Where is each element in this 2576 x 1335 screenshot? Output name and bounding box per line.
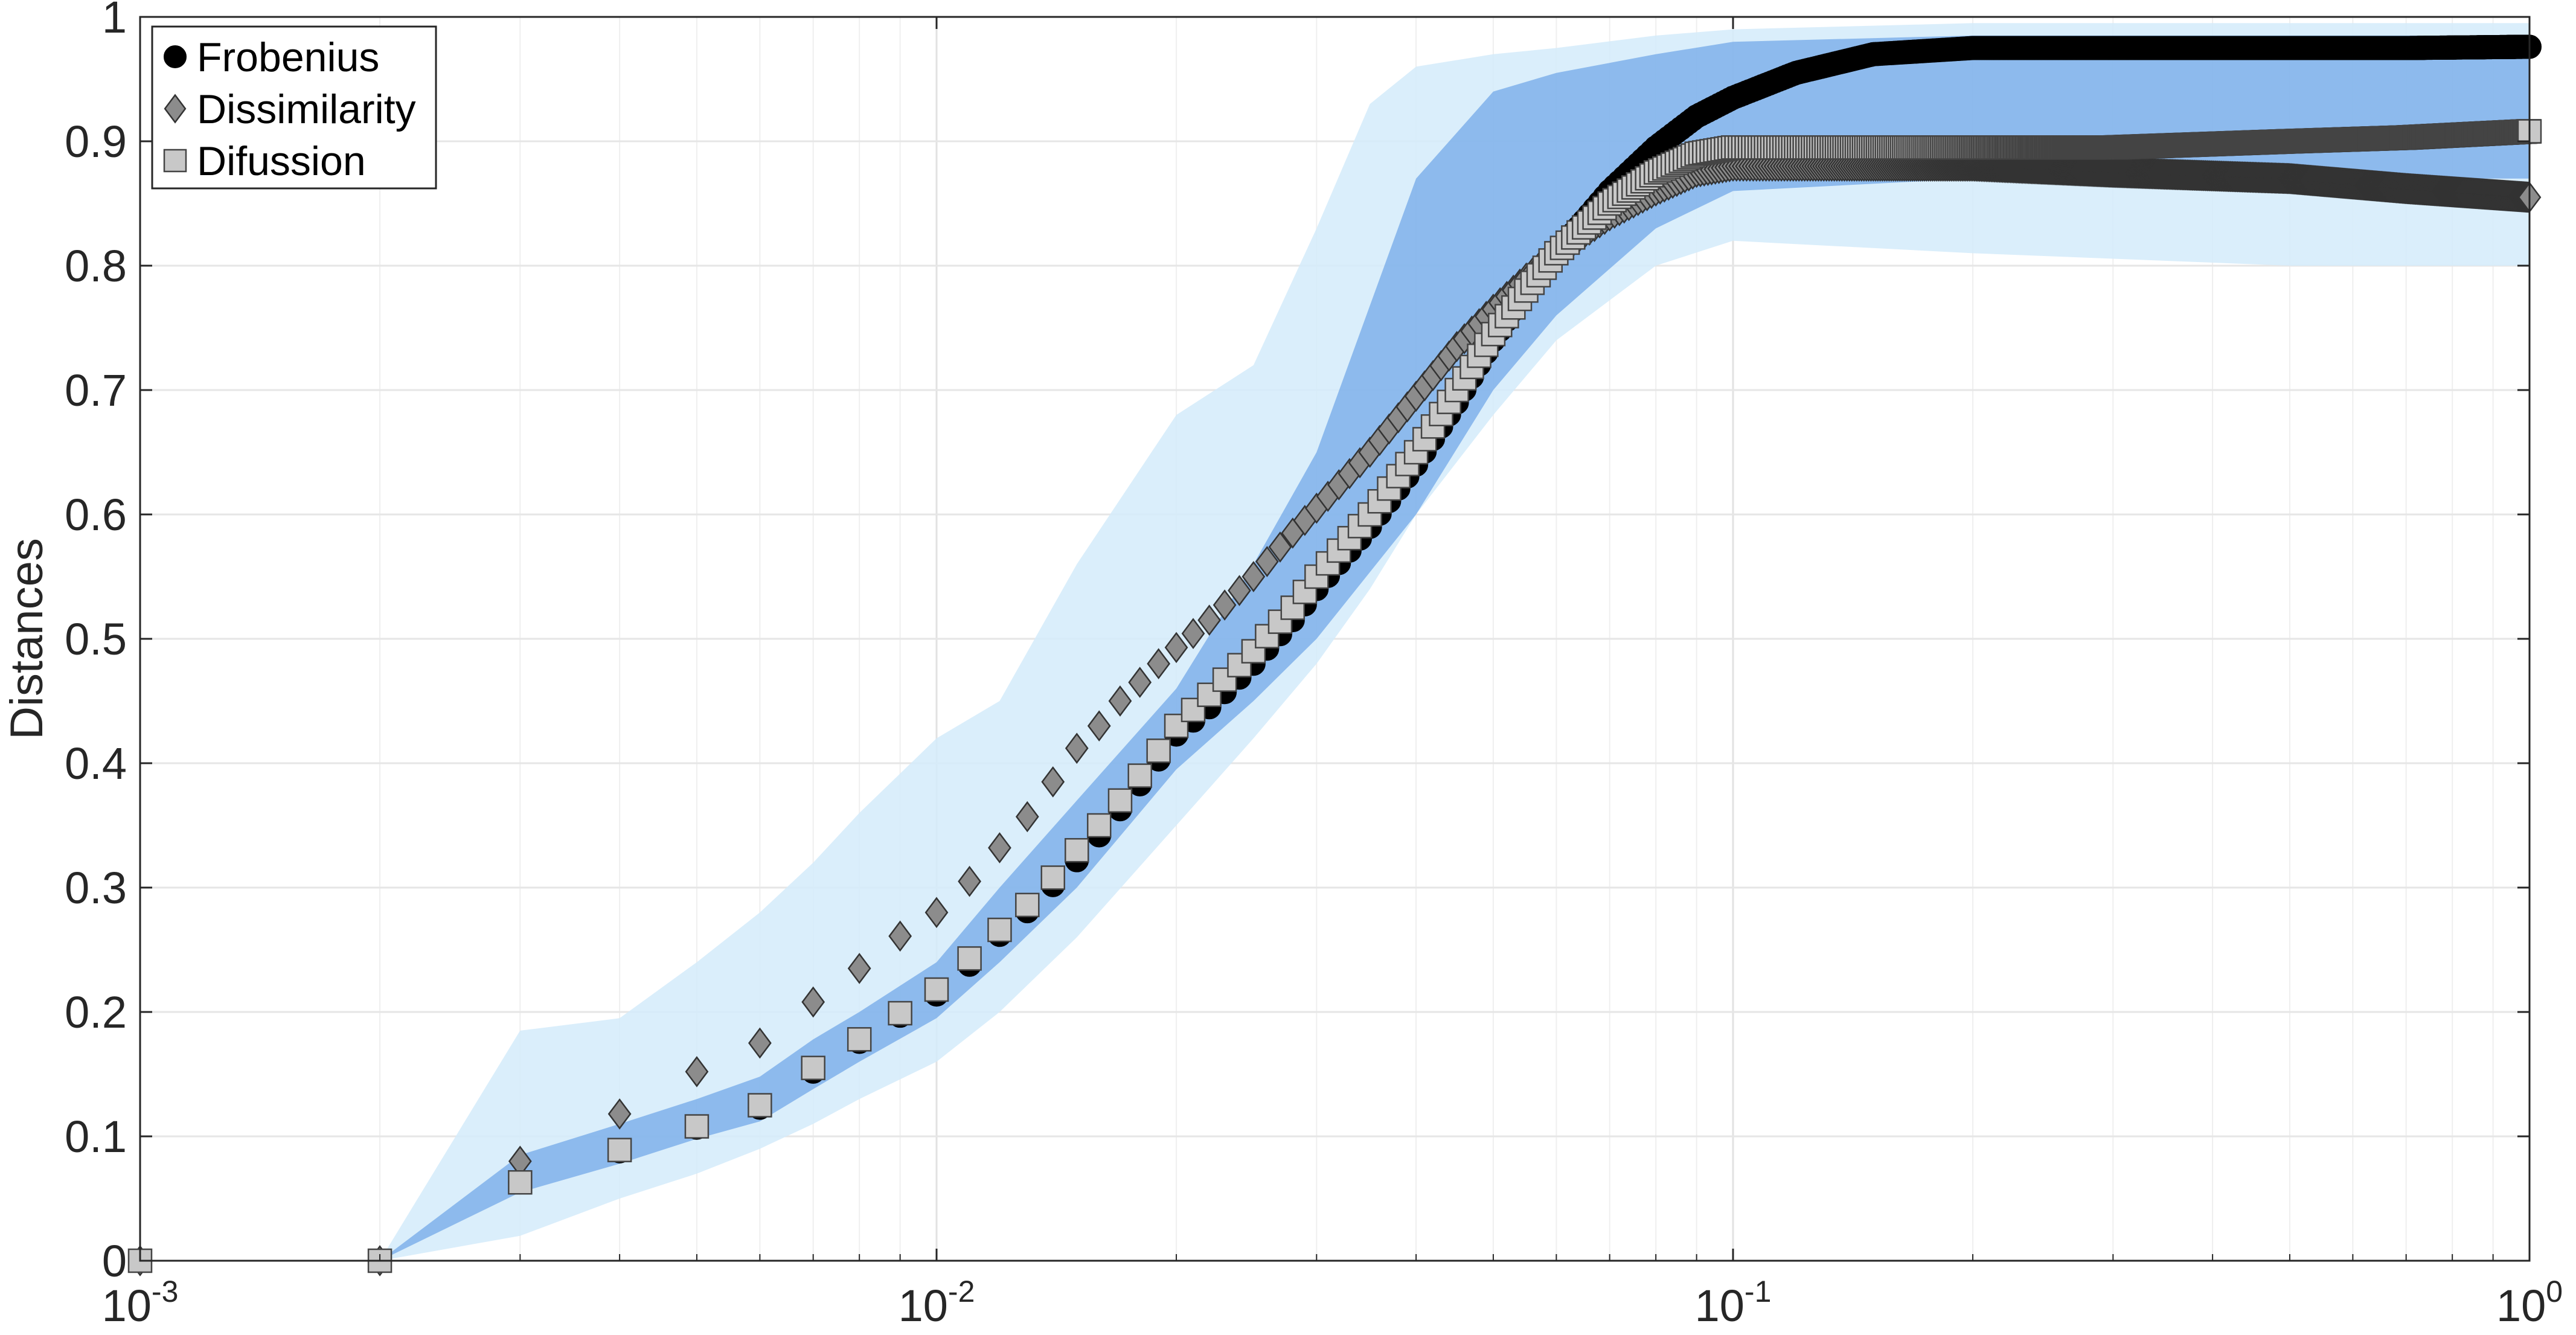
x-tick-label: 100: [2496, 1275, 2563, 1331]
data-point: [1146, 738, 1171, 763]
x-tick-label: 10-1: [1695, 1275, 1772, 1331]
data-point: [801, 986, 825, 1018]
data-point: [684, 1114, 710, 1139]
data-point: [957, 946, 982, 971]
y-tick-label: 0.8: [65, 241, 127, 291]
data-point: [888, 920, 912, 952]
y-tick-label: 1: [102, 0, 127, 42]
data-point: [1086, 813, 1112, 838]
y-tick-label: 0.9: [65, 117, 127, 167]
x-tick-label: 10-3: [102, 1275, 179, 1331]
data-point: [1255, 546, 1279, 577]
legend-marker-circle: [164, 45, 187, 68]
data-point: [748, 1093, 772, 1118]
data-point: [1065, 837, 1089, 863]
y-axis-label: Distances: [1, 538, 53, 740]
legend-label: Difussion: [197, 138, 366, 184]
data-point: [888, 1000, 912, 1026]
data-point: [958, 865, 981, 897]
y-tick-label: 0.2: [65, 987, 127, 1037]
data-point: [607, 1098, 632, 1130]
series-difussion: [127, 119, 2542, 1273]
data-point: [988, 832, 1011, 863]
data-point: [1065, 732, 1089, 764]
x-tick-label: 10-2: [899, 1275, 975, 1331]
data-point: [801, 1055, 825, 1080]
data-point: [1040, 865, 1065, 890]
data-point: [748, 1027, 772, 1059]
data-point: [1015, 892, 1040, 918]
data-point: [1268, 531, 1292, 563]
data-point: [1127, 763, 1152, 788]
data-point: [924, 897, 949, 929]
axis-ticks: [139, 16, 2531, 1262]
data-point: [1147, 648, 1171, 680]
y-tick-label: 0.1: [65, 1112, 127, 1162]
data-point: [1041, 766, 1065, 798]
tick-labels: 10-3 10-2 10-1 100 0 0.1 0.2 0.3 0.4 0.5 0.6 0.7 0.8…: [65, 0, 2563, 1331]
data-point: [1197, 604, 1222, 636]
legend-marker-square: [163, 149, 187, 173]
data-point: [987, 917, 1012, 943]
legend: Frobenius Dissimilarity Difussion: [151, 25, 437, 190]
data-point: [1107, 788, 1133, 813]
y-tick-label: 0: [102, 1236, 127, 1286]
y-tick-label: 0.3: [65, 863, 127, 913]
data-point: [1227, 653, 1252, 677]
data-point: [847, 1027, 872, 1052]
legend-box: [151, 25, 437, 190]
legend-marker-diamond: [164, 94, 187, 124]
data-point: [1213, 589, 1237, 621]
data-point: [607, 1138, 632, 1162]
data-point: [1164, 632, 1188, 664]
data-point: [924, 977, 949, 1002]
y-tick-label: 0.5: [65, 614, 127, 664]
data-point: [1242, 561, 1266, 592]
y-tick-label: 0.4: [65, 738, 127, 789]
data-point: [1228, 575, 1251, 606]
confidence-band: [380, 23, 2530, 1261]
data-point: [1181, 618, 1205, 650]
confidence-band: [380, 35, 2530, 1261]
y-tick-label: 0.7: [65, 365, 127, 415]
y-tick-label: 0.6: [65, 490, 127, 540]
legend-label: Frobenius: [197, 34, 379, 80]
data-markers: [127, 34, 2542, 1276]
data-point: [1128, 667, 1152, 698]
data-point: [508, 1170, 533, 1195]
legend-label: Dissimilarity: [197, 86, 416, 132]
data-point: [1015, 801, 1039, 833]
data-point: [1108, 685, 1132, 717]
data-point: [685, 1056, 709, 1087]
data-point: [847, 953, 871, 984]
confidence-bands: [380, 23, 2530, 1261]
data-point: [1087, 710, 1111, 742]
